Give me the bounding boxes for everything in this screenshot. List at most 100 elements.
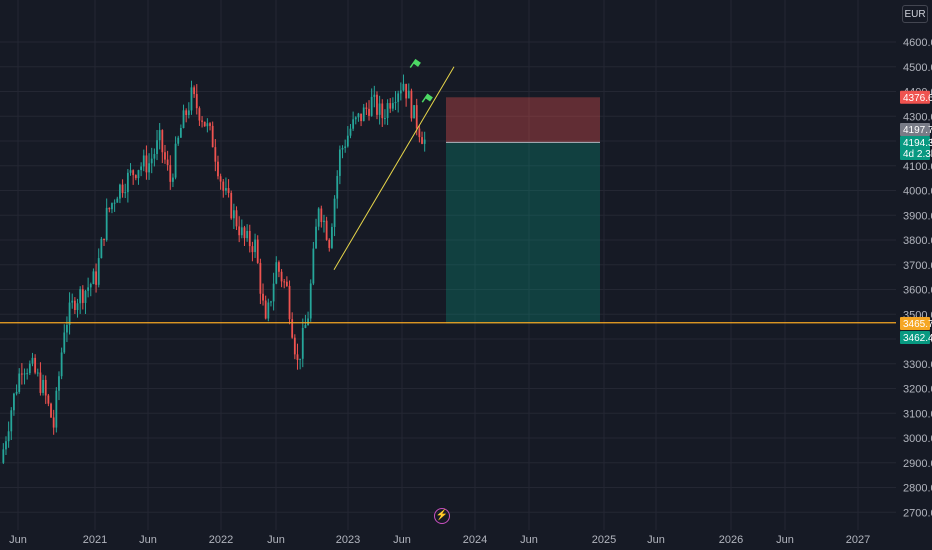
candle-body	[251, 246, 254, 253]
candle-body	[248, 230, 251, 247]
candle-body	[10, 410, 13, 432]
candle-body	[397, 93, 400, 102]
price-tag	[900, 331, 930, 344]
candle-body	[283, 281, 286, 283]
position-zones	[446, 97, 600, 324]
candle-body	[317, 208, 320, 227]
candle-body	[20, 373, 23, 375]
candle-body	[344, 146, 347, 148]
candle-body	[394, 101, 397, 104]
candle-body	[291, 319, 294, 338]
candle-body	[172, 177, 174, 182]
candle-body	[201, 120, 203, 122]
candle-body	[18, 373, 21, 392]
y-tick-label: 2700.0	[903, 507, 932, 519]
trendline[interactable]	[333, 66, 455, 270]
price-tag-label: 3462.4	[903, 333, 932, 344]
candle-body	[410, 90, 413, 119]
drawings[interactable]	[0, 66, 896, 324]
candle-body	[418, 128, 421, 138]
candle-body	[89, 284, 92, 288]
candle-body	[391, 103, 394, 109]
candle-body	[376, 94, 378, 115]
candle-body	[235, 210, 238, 227]
currency-button[interactable]: EUR	[902, 5, 928, 23]
candle-body	[174, 143, 177, 178]
stop-loss-zone[interactable]	[446, 97, 600, 143]
candle-body	[373, 94, 376, 97]
candle-body	[71, 300, 74, 303]
time-axis[interactable]: Jun 2021 Jun 2022 Jun 2023 Jun 2024 Jun 2025 Jun 20…	[9, 534, 870, 546]
candle-body	[222, 181, 225, 191]
candle-body	[230, 192, 233, 219]
candle-body	[378, 103, 381, 115]
y-tick-label: 2900.0	[903, 458, 932, 470]
y-tick-label: 4600.0	[903, 37, 932, 49]
candle-body	[217, 161, 219, 177]
candle-body	[206, 123, 209, 127]
y-tick-label: 4000.0	[903, 186, 932, 198]
candle-body	[134, 175, 137, 179]
candle-body	[81, 289, 84, 303]
flag-icon	[409, 58, 421, 68]
candle-body	[203, 121, 206, 127]
candle-body	[34, 357, 37, 373]
candle-body	[84, 290, 87, 303]
x-tick-label: Jun	[776, 534, 794, 546]
candle-body	[108, 207, 111, 210]
y-tick-label: 4500.0	[903, 62, 932, 74]
candle-body	[323, 220, 325, 223]
candle-body	[325, 220, 328, 240]
x-tick-label: 2026	[719, 534, 743, 546]
candle-body	[336, 175, 339, 199]
candle-body	[352, 119, 355, 129]
y-tick-label: 3800.0	[903, 235, 932, 247]
candle-body	[156, 140, 158, 155]
candle-body	[368, 108, 370, 116]
price-tags: 4376.6 4197.7 4194.34d 2.3h 3465.7 3462.4	[900, 90, 932, 344]
candle-body	[272, 283, 275, 302]
y-tick-label: 3200.0	[903, 384, 932, 396]
candle-body	[349, 128, 352, 136]
candle-body	[7, 431, 10, 442]
candle-body	[357, 113, 360, 118]
candle-body	[365, 107, 368, 109]
candle-body	[225, 188, 227, 191]
y-tick-label: 3100.0	[903, 408, 932, 420]
candle-body	[360, 113, 362, 122]
candle-body	[185, 110, 188, 116]
candle-body	[87, 287, 90, 291]
candle-body	[384, 118, 386, 120]
candle-body	[177, 137, 180, 144]
price-tag-label: 4376.6	[903, 93, 932, 104]
candle-body	[76, 303, 79, 311]
candles	[2, 74, 426, 465]
candle-body	[132, 170, 135, 176]
candle-body	[66, 324, 68, 333]
candle-body	[413, 105, 415, 119]
candle-body	[44, 379, 47, 396]
price-axis[interactable]: 2700.0 2800.0 2900.0 3000.0 3100.0 3200.0 3300…	[903, 37, 932, 519]
y-tick-label: 3700.0	[903, 260, 932, 272]
candle-body	[211, 125, 214, 148]
candle-body	[232, 210, 235, 219]
candle-body	[285, 281, 288, 286]
x-tick-label: 2025	[592, 534, 616, 546]
candle-body	[58, 376, 60, 391]
candle-body	[423, 139, 426, 144]
candle-body	[60, 352, 63, 377]
candle-body	[304, 325, 307, 328]
take-profit-zone[interactable]	[446, 142, 600, 324]
candle-body	[145, 155, 148, 173]
candle-body	[26, 373, 29, 375]
candle-body	[119, 184, 121, 199]
candle-body	[73, 300, 76, 311]
candle-body	[68, 302, 71, 325]
candle-body	[95, 271, 97, 285]
lightning-icon[interactable]: ⚡	[434, 508, 450, 524]
candle-body	[338, 149, 341, 176]
candle-body	[50, 403, 52, 418]
candle-body	[246, 230, 249, 239]
